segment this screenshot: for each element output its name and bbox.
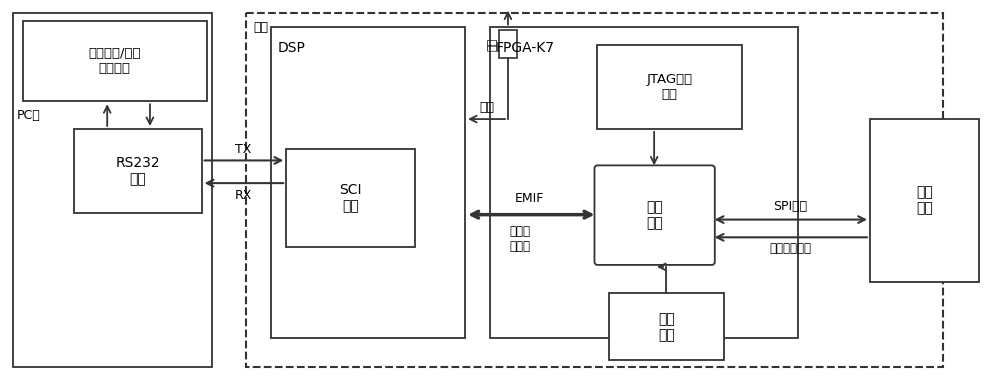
FancyBboxPatch shape bbox=[609, 293, 724, 361]
FancyBboxPatch shape bbox=[286, 149, 415, 247]
FancyBboxPatch shape bbox=[597, 45, 742, 129]
Text: 配置
芯片: 配置 芯片 bbox=[916, 185, 933, 215]
FancyBboxPatch shape bbox=[271, 28, 465, 338]
Text: DSP: DSP bbox=[277, 41, 305, 55]
FancyBboxPatch shape bbox=[490, 28, 798, 338]
Text: 或者并行总线: 或者并行总线 bbox=[769, 242, 811, 255]
FancyBboxPatch shape bbox=[74, 129, 202, 213]
FancyBboxPatch shape bbox=[246, 13, 943, 367]
Text: JTAG配置
接口: JTAG配置 接口 bbox=[646, 73, 693, 101]
FancyBboxPatch shape bbox=[13, 13, 212, 367]
Text: SCI
接口: SCI 接口 bbox=[340, 183, 362, 213]
Text: 复位: 复位 bbox=[480, 101, 495, 114]
FancyBboxPatch shape bbox=[23, 21, 207, 101]
FancyBboxPatch shape bbox=[594, 165, 715, 265]
Text: 编程
接口: 编程 接口 bbox=[646, 200, 663, 230]
Text: FPGA-K7: FPGA-K7 bbox=[496, 41, 555, 55]
Text: SPI总线: SPI总线 bbox=[773, 200, 807, 213]
Text: EMIF: EMIF bbox=[515, 192, 545, 205]
Text: 加载状态/加载
命令显示: 加载状态/加载 命令显示 bbox=[88, 47, 141, 75]
Text: 电阻: 电阻 bbox=[487, 37, 497, 51]
Text: RX: RX bbox=[235, 189, 252, 202]
Text: RS232
接口: RS232 接口 bbox=[116, 156, 160, 186]
FancyBboxPatch shape bbox=[499, 31, 517, 58]
FancyBboxPatch shape bbox=[870, 119, 979, 282]
Text: PC机: PC机 bbox=[17, 109, 40, 122]
Text: 或者串
行总线: 或者串 行总线 bbox=[509, 225, 530, 253]
Text: 板位
信号: 板位 信号 bbox=[658, 312, 675, 342]
Text: 产品: 产品 bbox=[253, 21, 268, 34]
Text: TX: TX bbox=[235, 142, 252, 155]
